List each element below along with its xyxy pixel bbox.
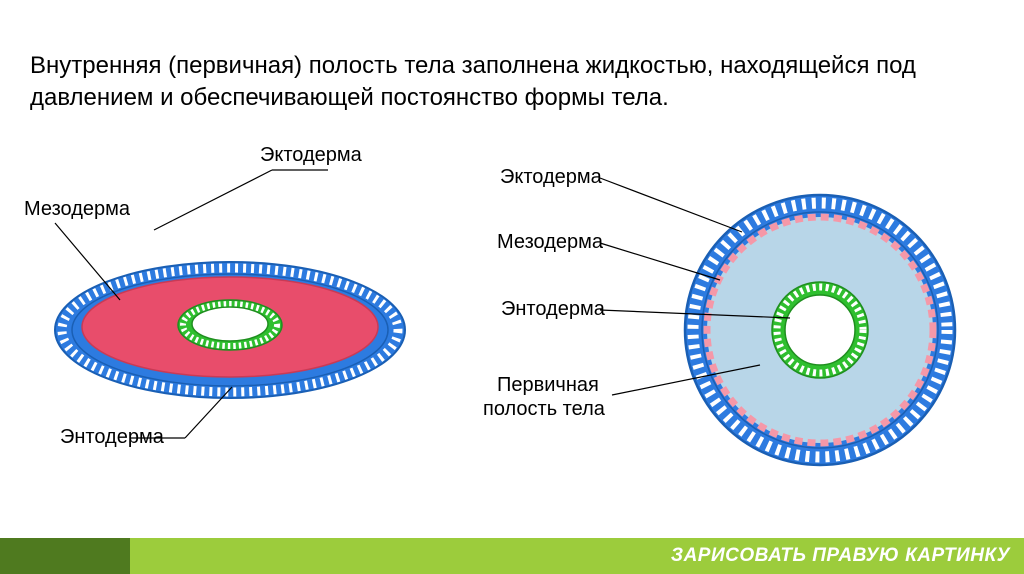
right-label-ectoderm: Эктодерма — [500, 166, 602, 189]
footer-accent — [0, 538, 130, 574]
page-description: Внутренняя (первичная) полость тела запо… — [30, 50, 994, 115]
right-label-mesoderm: Мезодерма — [497, 231, 603, 254]
footer-instruction: ЗАРИСОВАТЬ ПРАВУЮ КАРТИНКУ — [130, 538, 1024, 574]
right-leaders — [0, 140, 1024, 540]
right-label-entoderm: Энтодерма — [501, 298, 605, 321]
right-label-cavity-1: Первичная — [497, 374, 599, 397]
footer-bar: ЗАРИСОВАТЬ ПРАВУЮ КАРТИНКУ — [0, 538, 1024, 574]
diagram-area: Эктодерма Мезодерма Энтодерма Эктодерма … — [0, 140, 1024, 540]
right-label-cavity-2: полость тела — [483, 398, 605, 421]
